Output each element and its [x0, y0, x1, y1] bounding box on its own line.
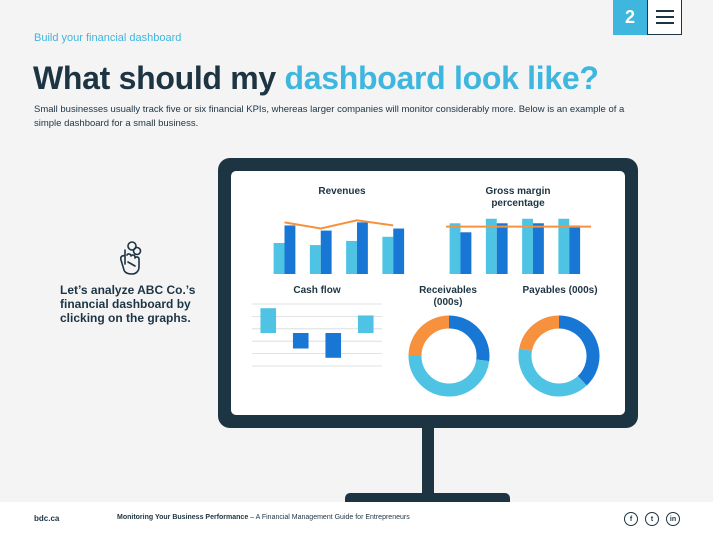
cta-text: Let’s analyze ABC Co.’s financial dashbo… — [60, 283, 196, 325]
bar-4-series-2 — [393, 228, 405, 274]
donut-slice-1 — [448, 315, 490, 362]
title-main: What should my — [33, 60, 285, 96]
bar-1-series-2 — [460, 232, 472, 274]
guide-subtitle: – A Financial Management Guide for Entre… — [248, 514, 410, 521]
gross-margin-chart-title: Gross margin percentage — [485, 186, 551, 209]
cash-bar-2 — [292, 333, 309, 349]
bar-1-series-1 — [273, 243, 285, 274]
monitor-stand-neck — [422, 428, 434, 494]
bar-3-series-1 — [522, 218, 533, 274]
bar-2-series-2 — [496, 223, 508, 274]
linkedin-icon[interactable]: in — [666, 512, 680, 526]
hamburger-menu-icon — [655, 10, 674, 24]
menu-button[interactable] — [647, 0, 682, 35]
footer-brand-link[interactable]: bdc.ca — [34, 514, 60, 523]
bar-2-series-1 — [485, 218, 497, 274]
payables-chart-title: Payables (000s) — [522, 285, 598, 296]
gross-margin-chart[interactable] — [446, 212, 591, 274]
cash-bar-1 — [260, 308, 277, 333]
twitter-icon[interactable]: t — [645, 512, 659, 526]
donut-slice-3 — [519, 315, 560, 352]
trend-line — [284, 219, 394, 230]
payables-chart[interactable] — [518, 315, 600, 397]
footer-guide-title: Monitoring Your Business Performance – A… — [117, 514, 410, 521]
cash-bar-4 — [357, 315, 374, 333]
bar-4-series-1 — [382, 236, 394, 274]
section-label: Build your financial dashboard — [34, 32, 182, 44]
receivables-chart[interactable] — [408, 315, 490, 397]
revenues-chart[interactable] — [270, 212, 415, 274]
monitor-stand-base — [345, 493, 510, 502]
bar-4-series-1 — [558, 218, 570, 274]
receivables-chart-title: Receivables (000s) — [419, 285, 477, 308]
donut-slice-2 — [408, 355, 490, 397]
facebook-icon[interactable]: f — [624, 512, 638, 526]
page-title: What should my dashboard look like? — [33, 60, 599, 97]
bar-1-series-2 — [284, 225, 296, 274]
bar-1-series-1 — [449, 223, 461, 274]
bar-4-series-2 — [569, 225, 581, 274]
cash-flow-chart-title: Cash flow — [293, 285, 341, 296]
bar-2-series-1 — [309, 245, 321, 274]
footer: bdc.ca Monitoring Your Business Performa… — [0, 502, 713, 535]
bar-3-series-2 — [357, 222, 368, 274]
title-accent: dashboard look like? — [284, 60, 599, 96]
donut-slice-3 — [408, 315, 450, 357]
guide-title: Monitoring Your Business Performance — [117, 514, 249, 521]
page-number: 2 — [613, 0, 647, 35]
tap-hand-icon — [119, 241, 142, 275]
bar-3-series-2 — [533, 223, 544, 274]
donut-slice-1 — [558, 315, 600, 386]
intro-text: Small businesses usually track five or s… — [34, 104, 625, 129]
bar-2-series-2 — [320, 230, 332, 274]
donut-slice-2 — [518, 348, 587, 397]
cash-flow-chart[interactable] — [252, 302, 382, 367]
bar-3-series-1 — [346, 240, 357, 274]
revenues-chart-title: Revenues — [318, 186, 366, 197]
cash-bar-3 — [325, 333, 342, 358]
